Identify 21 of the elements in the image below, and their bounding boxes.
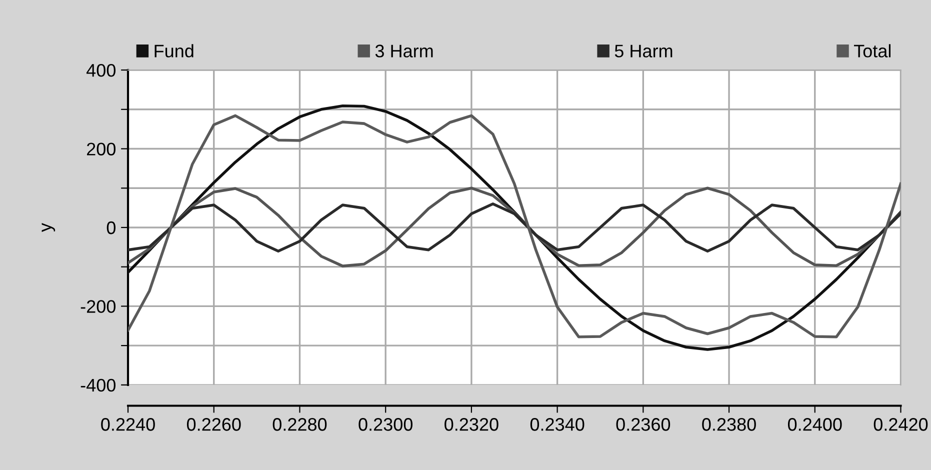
line-series — [128, 202, 901, 252]
y-tick-label: -200 — [80, 300, 116, 313]
x-tick-label: 0.2280 — [272, 418, 327, 431]
legend-label: Total — [854, 44, 891, 58]
x-tick-label: 0.2260 — [186, 418, 241, 431]
x-tick-label: 0.2420 — [874, 418, 928, 431]
legend-label: Fund — [154, 44, 194, 58]
y-axis-title: y — [42, 223, 56, 232]
x-tick-label: 0.2240 — [101, 418, 155, 431]
x-tick-label: 0.2320 — [444, 418, 498, 431]
y-tick-label: 400 — [86, 64, 116, 77]
legend-label: 3 Harm — [375, 44, 433, 58]
y-tick-label: -400 — [80, 378, 116, 392]
x-tick-label: 0.2360 — [616, 418, 670, 431]
y-tick-label: 0 — [106, 221, 116, 234]
x-tick-label: 0.2340 — [530, 418, 584, 431]
x-tick-label: 0.2380 — [702, 418, 756, 431]
x-tick-label: 0.2300 — [358, 418, 412, 431]
legend-label: 5 Harm — [614, 44, 672, 58]
y-tick-label: 200 — [86, 142, 116, 156]
x-tick-label: 0.2400 — [788, 418, 842, 431]
